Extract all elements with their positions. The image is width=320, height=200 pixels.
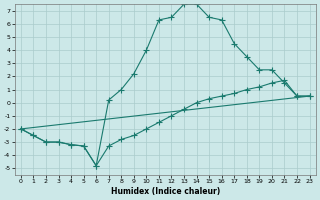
X-axis label: Humidex (Indice chaleur): Humidex (Indice chaleur)	[111, 187, 220, 196]
